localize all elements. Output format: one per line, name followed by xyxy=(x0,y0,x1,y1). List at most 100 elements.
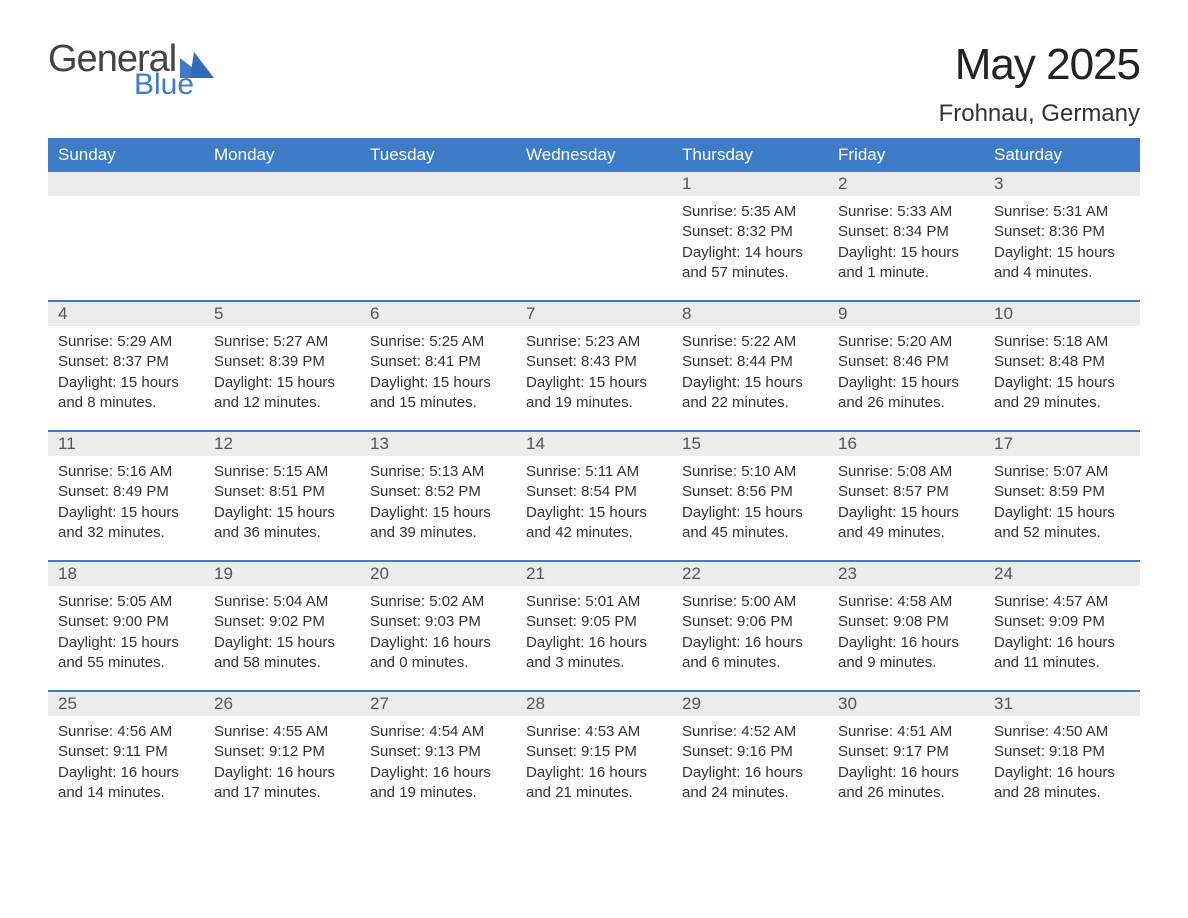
day-cell: 10Sunrise: 5:18 AMSunset: 8:48 PMDayligh… xyxy=(984,302,1140,430)
day-body: Sunrise: 5:33 AMSunset: 8:34 PMDaylight:… xyxy=(828,196,984,287)
sunrise-text: Sunrise: 5:27 AM xyxy=(214,332,350,352)
sunrise-text: Sunrise: 5:35 AM xyxy=(682,202,818,222)
sunset-text: Sunset: 8:59 PM xyxy=(994,482,1130,502)
day-cell: 2Sunrise: 5:33 AMSunset: 8:34 PMDaylight… xyxy=(828,172,984,300)
sunrise-text: Sunrise: 5:07 AM xyxy=(994,462,1130,482)
daylight-text: Daylight: 15 hours and 19 minutes. xyxy=(526,373,662,414)
sunrise-text: Sunrise: 5:10 AM xyxy=(682,462,818,482)
day-body: Sunrise: 5:29 AMSunset: 8:37 PMDaylight:… xyxy=(48,326,204,417)
sunrise-text: Sunrise: 5:00 AM xyxy=(682,592,818,612)
day-number: 19 xyxy=(204,562,360,586)
sunset-text: Sunset: 9:17 PM xyxy=(838,742,974,762)
day-body: Sunrise: 5:08 AMSunset: 8:57 PMDaylight:… xyxy=(828,456,984,547)
day-body: Sunrise: 4:51 AMSunset: 9:17 PMDaylight:… xyxy=(828,716,984,807)
day-number xyxy=(204,172,360,196)
day-body: Sunrise: 5:23 AMSunset: 8:43 PMDaylight:… xyxy=(516,326,672,417)
day-number: 23 xyxy=(828,562,984,586)
daylight-text: Daylight: 16 hours and 9 minutes. xyxy=(838,633,974,674)
daylight-text: Daylight: 15 hours and 49 minutes. xyxy=(838,503,974,544)
day-cell: 31Sunrise: 4:50 AMSunset: 9:18 PMDayligh… xyxy=(984,692,1140,820)
day-body xyxy=(48,196,204,206)
daylight-text: Daylight: 16 hours and 3 minutes. xyxy=(526,633,662,674)
daylight-text: Daylight: 15 hours and 15 minutes. xyxy=(370,373,506,414)
sunset-text: Sunset: 9:08 PM xyxy=(838,612,974,632)
title-block: May 2025 Frohnau, Germany xyxy=(939,40,1140,128)
day-cell: 25Sunrise: 4:56 AMSunset: 9:11 PMDayligh… xyxy=(48,692,204,820)
daylight-text: Daylight: 16 hours and 11 minutes. xyxy=(994,633,1130,674)
sunrise-text: Sunrise: 4:54 AM xyxy=(370,722,506,742)
day-number: 8 xyxy=(672,302,828,326)
day-cell: 6Sunrise: 5:25 AMSunset: 8:41 PMDaylight… xyxy=(360,302,516,430)
sunset-text: Sunset: 9:18 PM xyxy=(994,742,1130,762)
sunset-text: Sunset: 8:32 PM xyxy=(682,222,818,242)
sunset-text: Sunset: 8:56 PM xyxy=(682,482,818,502)
sunset-text: Sunset: 9:02 PM xyxy=(214,612,350,632)
week-row: 4Sunrise: 5:29 AMSunset: 8:37 PMDaylight… xyxy=(48,300,1140,430)
day-cell: 30Sunrise: 4:51 AMSunset: 9:17 PMDayligh… xyxy=(828,692,984,820)
daylight-text: Daylight: 16 hours and 17 minutes. xyxy=(214,763,350,804)
day-cell xyxy=(204,172,360,300)
day-body: Sunrise: 5:00 AMSunset: 9:06 PMDaylight:… xyxy=(672,586,828,677)
day-cell: 11Sunrise: 5:16 AMSunset: 8:49 PMDayligh… xyxy=(48,432,204,560)
day-cell: 20Sunrise: 5:02 AMSunset: 9:03 PMDayligh… xyxy=(360,562,516,690)
location-label: Frohnau, Germany xyxy=(939,100,1140,128)
sunrise-text: Sunrise: 4:56 AM xyxy=(58,722,194,742)
weekday-header: Saturday xyxy=(984,138,1140,172)
sunrise-text: Sunrise: 5:31 AM xyxy=(994,202,1130,222)
day-cell: 14Sunrise: 5:11 AMSunset: 8:54 PMDayligh… xyxy=(516,432,672,560)
day-number xyxy=(48,172,204,196)
daylight-text: Daylight: 16 hours and 28 minutes. xyxy=(994,763,1130,804)
sunrise-text: Sunrise: 5:02 AM xyxy=(370,592,506,612)
weekday-header: Tuesday xyxy=(360,138,516,172)
weekday-header: Thursday xyxy=(672,138,828,172)
sunrise-text: Sunrise: 4:58 AM xyxy=(838,592,974,612)
daylight-text: Daylight: 15 hours and 1 minute. xyxy=(838,243,974,284)
day-body xyxy=(204,196,360,206)
day-number: 16 xyxy=(828,432,984,456)
day-body: Sunrise: 4:52 AMSunset: 9:16 PMDaylight:… xyxy=(672,716,828,807)
day-cell: 12Sunrise: 5:15 AMSunset: 8:51 PMDayligh… xyxy=(204,432,360,560)
sunset-text: Sunset: 9:11 PM xyxy=(58,742,194,762)
sunrise-text: Sunrise: 4:53 AM xyxy=(526,722,662,742)
day-number xyxy=(360,172,516,196)
sunrise-text: Sunrise: 5:23 AM xyxy=(526,332,662,352)
day-cell: 5Sunrise: 5:27 AMSunset: 8:39 PMDaylight… xyxy=(204,302,360,430)
daylight-text: Daylight: 15 hours and 45 minutes. xyxy=(682,503,818,544)
daylight-text: Daylight: 15 hours and 36 minutes. xyxy=(214,503,350,544)
day-body: Sunrise: 5:18 AMSunset: 8:48 PMDaylight:… xyxy=(984,326,1140,417)
day-body: Sunrise: 5:22 AMSunset: 8:44 PMDaylight:… xyxy=(672,326,828,417)
calendar: SundayMondayTuesdayWednesdayThursdayFrid… xyxy=(48,138,1140,820)
daylight-text: Daylight: 15 hours and 29 minutes. xyxy=(994,373,1130,414)
day-cell: 15Sunrise: 5:10 AMSunset: 8:56 PMDayligh… xyxy=(672,432,828,560)
day-body: Sunrise: 5:04 AMSunset: 9:02 PMDaylight:… xyxy=(204,586,360,677)
day-number: 18 xyxy=(48,562,204,586)
day-cell: 26Sunrise: 4:55 AMSunset: 9:12 PMDayligh… xyxy=(204,692,360,820)
day-number: 3 xyxy=(984,172,1140,196)
day-cell: 1Sunrise: 5:35 AMSunset: 8:32 PMDaylight… xyxy=(672,172,828,300)
sunrise-text: Sunrise: 5:33 AM xyxy=(838,202,974,222)
sunrise-text: Sunrise: 5:22 AM xyxy=(682,332,818,352)
sunset-text: Sunset: 9:05 PM xyxy=(526,612,662,632)
daylight-text: Daylight: 15 hours and 12 minutes. xyxy=(214,373,350,414)
sunrise-text: Sunrise: 4:50 AM xyxy=(994,722,1130,742)
sunset-text: Sunset: 8:37 PM xyxy=(58,352,194,372)
sunset-text: Sunset: 9:12 PM xyxy=(214,742,350,762)
day-number: 12 xyxy=(204,432,360,456)
day-number: 11 xyxy=(48,432,204,456)
day-body: Sunrise: 5:10 AMSunset: 8:56 PMDaylight:… xyxy=(672,456,828,547)
sunrise-text: Sunrise: 4:51 AM xyxy=(838,722,974,742)
sunrise-text: Sunrise: 5:16 AM xyxy=(58,462,194,482)
day-number: 26 xyxy=(204,692,360,716)
daylight-text: Daylight: 16 hours and 6 minutes. xyxy=(682,633,818,674)
sunset-text: Sunset: 9:15 PM xyxy=(526,742,662,762)
daylight-text: Daylight: 16 hours and 24 minutes. xyxy=(682,763,818,804)
day-cell: 4Sunrise: 5:29 AMSunset: 8:37 PMDaylight… xyxy=(48,302,204,430)
day-body: Sunrise: 5:11 AMSunset: 8:54 PMDaylight:… xyxy=(516,456,672,547)
day-body: Sunrise: 5:25 AMSunset: 8:41 PMDaylight:… xyxy=(360,326,516,417)
sunrise-text: Sunrise: 5:20 AM xyxy=(838,332,974,352)
day-cell: 21Sunrise: 5:01 AMSunset: 9:05 PMDayligh… xyxy=(516,562,672,690)
day-number: 17 xyxy=(984,432,1140,456)
day-cell: 13Sunrise: 5:13 AMSunset: 8:52 PMDayligh… xyxy=(360,432,516,560)
day-cell: 18Sunrise: 5:05 AMSunset: 9:00 PMDayligh… xyxy=(48,562,204,690)
daylight-text: Daylight: 15 hours and 26 minutes. xyxy=(838,373,974,414)
